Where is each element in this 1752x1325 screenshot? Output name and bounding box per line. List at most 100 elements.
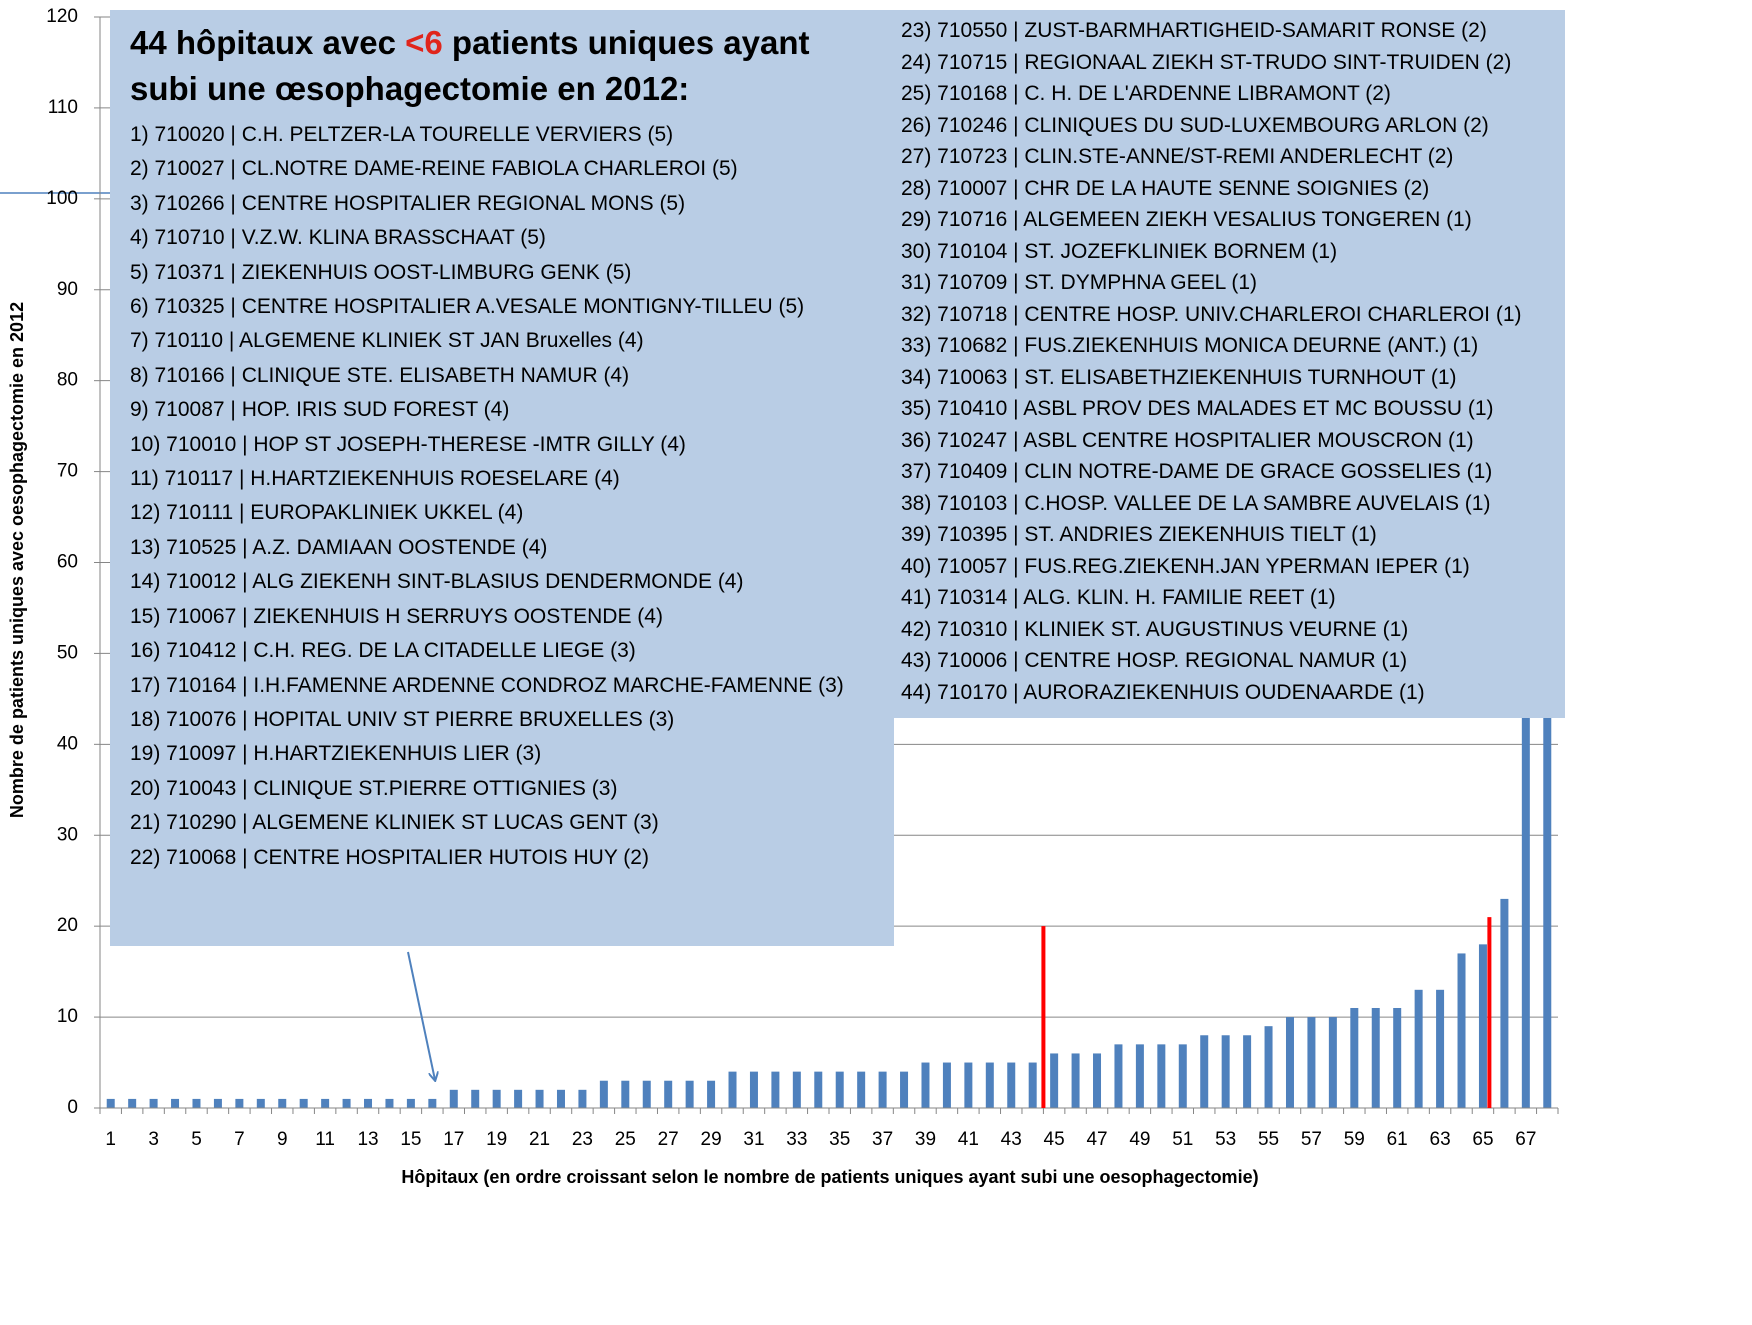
bar [278,1098,287,1108]
bar [449,1089,458,1108]
hospital-item: 41) 710314 | ALG. KLIN. H. FAMILIE REET … [901,586,1336,609]
x-tick-label: 59 [1344,1129,1365,1150]
annotation-box: 23) 710550 | ZUST-BARMHARTIGHEID-SAMARIT… [893,10,1565,718]
bar [171,1098,180,1108]
bar [642,1080,651,1108]
hospital-item: 11) 710117 | H.HARTZIEKENHUIS ROESELARE … [130,467,620,491]
bar [1050,1053,1059,1108]
bar [1264,1026,1273,1108]
x-tick-label: 49 [1129,1129,1150,1150]
hospital-item: 5) 710371 | ZIEKENHUIS OOST-LIMBURG GENK… [130,260,632,284]
bar [1500,898,1509,1108]
bar [1436,989,1445,1108]
hospital-item: 4) 710710 | V.Z.W. KLINA BRASSCHAAT (5) [130,226,546,250]
y-tick-label: 0 [67,1097,78,1118]
x-tick-label: 67 [1515,1129,1536,1150]
hospital-item: 34) 710063 | ST. ELISABETHZIEKENHUIS TUR… [901,365,1457,389]
title-part: patients uniques ayant subi une œsophage… [130,24,810,107]
x-tick-label: 51 [1172,1129,1193,1150]
bar [1521,653,1530,1108]
bar [514,1089,523,1108]
bar [771,1071,780,1108]
arrow [407,951,435,1080]
x-tick-label: 65 [1472,1129,1493,1150]
bar [728,1071,737,1108]
x-tick-label: 33 [786,1129,807,1150]
bar [1414,989,1423,1108]
bar [1478,944,1487,1108]
x-tick-label: 47 [1086,1129,1107,1150]
bar [964,1062,973,1108]
bar [1007,1062,1016,1108]
bar [385,1098,394,1108]
x-tick-label: 25 [615,1129,636,1150]
bar [1071,1053,1080,1108]
bar [1200,1035,1209,1108]
bar [106,1098,115,1108]
hospital-item: 40) 710057 | FUS.REG.ZIEKENH.JAN YPERMAN… [901,554,1470,578]
bar [1093,1053,1102,1108]
bar [942,1062,951,1108]
bar [128,1098,137,1108]
x-tick-label: 37 [872,1129,893,1150]
hospital-item: 17) 710164 | I.H.FAMENNE ARDENNE CONDROZ… [130,673,844,697]
bar [192,1098,201,1108]
hospital-item: 39) 710395 | ST. ANDRIES ZIEKENHUIS TIEL… [901,523,1377,546]
bar [792,1071,801,1108]
hospital-item: 31) 710709 | ST. DYMPHNA GEEL (1) [901,271,1257,294]
bar [1178,1044,1187,1108]
x-tick-label: 11 [315,1129,335,1150]
bar [428,1098,437,1108]
hospital-item: 24) 710715 | REGIONAAL ZIEKH ST-TRUDO SI… [901,50,1512,74]
bar [1157,1044,1166,1108]
hospital-item: 9) 710087 | HOP. IRIS SUD FOREST (4) [130,398,510,422]
bar [492,1089,501,1108]
annotation-title: 44 hôpitaux avec <6 patients uniques aya… [130,20,880,112]
title-highlight: <6 [405,24,443,61]
hospital-item: 3) 710266 | CENTRE HOSPITALIER REGIONAL … [130,191,686,215]
hospital-item: 21) 710290 | ALGEMENE KLINIEK ST LUCAS G… [130,811,659,835]
hospital-item: 23) 710550 | ZUST-BARMHARTIGHEID-SAMARIT… [901,19,1487,42]
bar [835,1071,844,1108]
hospital-item: 20) 710043 | CLINIQUE ST.PIERRE OTTIGNIE… [130,776,618,800]
hospital-item: 14) 710012 | ALG ZIEKENH SINT-BLASIUS DE… [130,570,744,594]
bar [1285,1017,1294,1108]
hospital-item: 6) 710325 | CENTRE HOSPITALIER A.VESALE … [130,295,805,319]
bar [299,1098,308,1108]
hospital-item: 35) 710410 | ASBL PROV DES MALADES ET MC… [901,397,1494,420]
bar [149,1098,158,1108]
hospital-item: 38) 710103 | C.HOSP. VALLEE DE LA SAMBRE… [901,491,1491,515]
x-tick-label: 63 [1430,1129,1451,1150]
bar [878,1071,887,1108]
x-tick-label: 53 [1215,1129,1236,1150]
x-tick-label: 45 [1044,1129,1065,1150]
bar [900,1071,909,1108]
x-tick-label: 41 [958,1129,979,1150]
y-tick-label: 50 [57,642,78,663]
x-tick-label: 23 [572,1129,593,1150]
bar [1371,1007,1380,1108]
x-tick-label: 61 [1387,1129,1408,1150]
x-tick-label: 31 [743,1129,764,1150]
bar [1114,1044,1123,1108]
hospital-item: 30) 710104 | ST. JOZEFKLINIEK BORNEM (1) [901,239,1338,263]
bar [1543,517,1552,1108]
bar [578,1089,587,1108]
bar [749,1071,758,1108]
hospital-item: 33) 710682 | FUS.ZIEKENHUIS MONICA DEURN… [901,334,1479,357]
hospital-item: 12) 710111 | EUROPAKLINIEK UKKEL (4) [130,501,524,525]
hospital-item: 25) 710168 | C. H. DE L'ARDENNE LIBRAMON… [901,82,1391,105]
x-tick-label: 35 [829,1129,850,1150]
x-axis-title: Hôpitaux (en ordre croissant selon le no… [401,1167,1258,1187]
x-tick-label: 15 [400,1129,421,1150]
y-tick-label: 100 [46,188,78,209]
y-tick-label: 20 [57,915,78,936]
hospital-item: 8) 710166 | CLINIQUE STE. ELISABETH NAMU… [130,363,630,387]
bar [256,1098,265,1108]
bar [213,1098,222,1108]
bar [664,1080,673,1108]
x-tick-label: 5 [191,1129,202,1150]
bar [621,1080,630,1108]
bar [1350,1007,1359,1108]
